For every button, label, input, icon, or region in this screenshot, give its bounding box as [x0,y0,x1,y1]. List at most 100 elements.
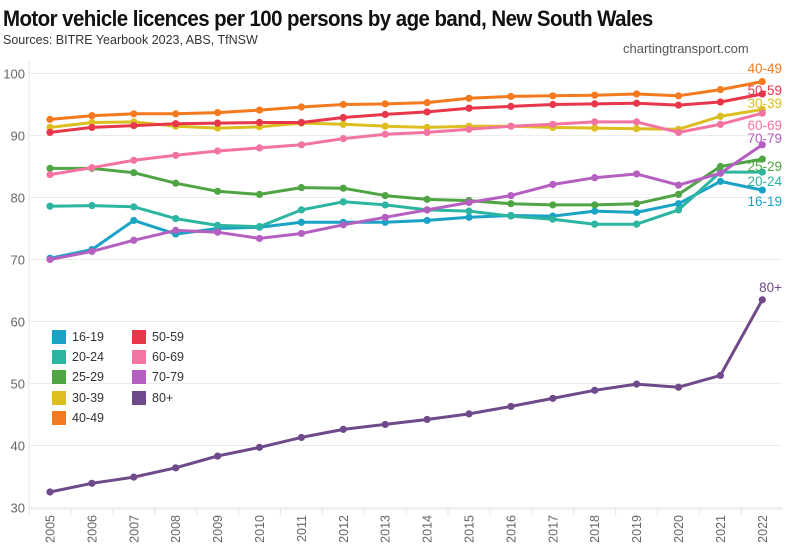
legend-swatch [132,330,146,344]
series-40-49 [46,77,766,123]
data-point [633,125,641,133]
data-point [549,215,557,223]
data-point [130,110,138,118]
data-point [758,90,766,98]
data-point [46,128,54,136]
data-point [297,141,305,149]
series-line [48,179,764,260]
chart-subtitle: Sources: BITRE Yearbook 2023, ABS, TfNSW [3,33,258,47]
x-tick-label: 2014 [421,515,435,543]
legend-swatch [52,411,66,425]
legend-label: 25-29 [72,370,104,384]
data-point [549,201,557,209]
data-point [297,433,305,442]
data-point [591,174,599,182]
data-point [674,383,683,391]
data-point [465,125,473,133]
data-point [633,118,641,126]
data-point [46,123,54,132]
x-tick-label: 2010 [253,515,267,543]
data-point [507,212,515,220]
data-point [465,104,473,112]
x-tick-label: 2019 [630,515,644,543]
data-point [214,187,222,195]
series-30-39 [46,105,766,133]
data-point [758,109,766,117]
data-point [591,91,599,99]
data-point [255,144,264,152]
credit-text: chartingtransport.com [623,41,749,56]
end-label: 25-29 [747,159,782,174]
series-70-79 [46,141,766,264]
data-point [549,120,557,128]
series-60-69 [46,109,766,179]
data-point [339,221,347,229]
data-point [255,443,264,451]
series-line [48,80,764,121]
y-tick-label: 100 [3,67,25,82]
data-point [88,123,96,132]
series-line [48,111,764,177]
series-line [48,157,764,207]
legend-swatch [132,350,146,364]
data-point [381,420,389,429]
legend-label: 60-69 [152,350,184,364]
legend-swatch [132,391,146,405]
data-point [381,218,389,226]
data-point [591,118,599,126]
data-point [758,168,766,176]
data-point [758,186,766,194]
data-point [633,170,641,178]
data-point [633,380,641,388]
data-point [465,198,473,207]
x-tick-label: 2021 [714,515,728,543]
data-point [507,92,515,101]
data-point [674,128,683,136]
data-point [88,247,96,256]
data-point [46,488,54,496]
data-point [507,402,515,411]
data-point [255,118,264,127]
data-point [46,115,54,123]
x-tick-label: 2020 [672,515,686,543]
gridlines [29,73,782,508]
data-point [214,452,222,460]
end-label: 40-49 [747,61,782,76]
data-point [172,120,180,128]
y-tick-label: 90 [11,129,25,144]
data-point [674,200,683,208]
legend-label: 16-19 [72,330,104,344]
end-label: 80+ [759,280,782,295]
data-point [674,181,683,189]
data-point [716,98,725,106]
data-point [339,135,347,143]
data-point [214,221,222,229]
data-point [758,296,766,304]
legend-label: 20-24 [72,350,104,364]
data-point [549,180,557,189]
data-point [172,179,180,187]
data-point [633,99,641,107]
x-tick-label: 2022 [756,515,770,543]
data-point [716,371,725,380]
data-point [172,214,180,223]
x-tick-label: 2005 [44,515,58,543]
chart-title: Motor vehicle licences per 100 persons b… [3,6,653,31]
data-point [716,120,725,128]
legend-item: 40-49 [52,410,104,426]
y-tick-label: 70 [11,253,25,268]
data-point [88,118,96,127]
data-point [130,121,138,130]
axes: 30 40 50 60 70 80 90 100 2005 2006 2007 2008 2009 201… [3,60,782,543]
data-point [423,99,431,107]
legend-item: 60-69 [132,349,184,365]
data-point [297,118,305,127]
x-tick-label: 2011 [295,515,309,542]
data-point [214,108,222,117]
data-point [591,207,599,215]
series-50-59 [46,90,766,136]
legend-swatch [52,391,66,405]
data-point [339,425,347,433]
data-point [381,100,389,108]
